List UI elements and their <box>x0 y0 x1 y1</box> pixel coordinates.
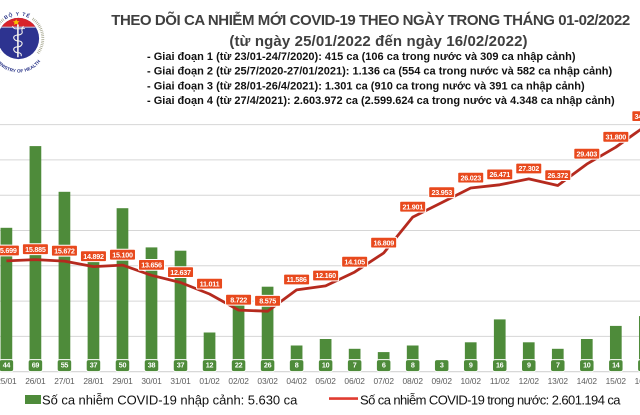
svg-text:44: 44 <box>3 360 11 369</box>
svg-text:15.672: 15.672 <box>54 246 75 255</box>
svg-text:8: 8 <box>411 360 415 369</box>
svg-text:16.809: 16.809 <box>373 238 394 247</box>
svg-text:25/01: 25/01 <box>0 376 17 386</box>
svg-text:34.737: 34.737 <box>635 112 640 121</box>
svg-text:7: 7 <box>353 360 357 369</box>
svg-text:14.892: 14.892 <box>83 252 104 261</box>
svg-text:37: 37 <box>90 360 98 369</box>
svg-text:12.160: 12.160 <box>315 271 336 280</box>
svg-text:07/02: 07/02 <box>374 376 395 386</box>
svg-text:12: 12 <box>206 360 214 369</box>
svg-text:14: 14 <box>612 360 620 369</box>
svg-text:8: 8 <box>295 360 299 369</box>
svg-text:Số ca nhiễm COVID-19 nhập cảnh: Số ca nhiễm COVID-19 nhập cảnh: 5.630 ca <box>42 393 298 408</box>
svg-text:THEO DÕI CA NHIỄM MỚI COVID-19: THEO DÕI CA NHIỄM MỚI COVID-19 THEO NGÀY… <box>111 11 630 29</box>
svg-text:11.586: 11.586 <box>287 275 307 284</box>
svg-text:11.011: 11.011 <box>200 279 220 288</box>
svg-text:04/02: 04/02 <box>286 376 307 386</box>
svg-text:BỘ Y TẾ: BỘ Y TẾ <box>3 10 31 21</box>
svg-text:12.637: 12.637 <box>170 268 191 277</box>
svg-text:15.699: 15.699 <box>0 246 17 255</box>
svg-text:9: 9 <box>527 360 531 369</box>
svg-text:22: 22 <box>235 360 243 369</box>
svg-text:29/01: 29/01 <box>112 376 133 386</box>
svg-text:31.800: 31.800 <box>606 133 627 142</box>
svg-text:01/02: 01/02 <box>199 376 220 386</box>
svg-text:26/01: 26/01 <box>25 376 46 386</box>
svg-text:29.403: 29.403 <box>577 149 598 158</box>
svg-text:30/01: 30/01 <box>141 376 162 386</box>
svg-text:50: 50 <box>119 360 127 369</box>
svg-text:- Giai đoạn 3 (từ 28/01-26/4/2: - Giai đoạn 3 (từ 28/01-26/4/2021): 1.30… <box>147 80 585 92</box>
svg-text:6: 6 <box>382 360 386 369</box>
svg-text:08/02: 08/02 <box>403 376 424 386</box>
svg-text:12/02: 12/02 <box>519 376 540 386</box>
svg-text:03/02: 03/02 <box>257 376 278 386</box>
svg-text:14/02: 14/02 <box>577 376 598 386</box>
svg-text:37: 37 <box>177 360 185 369</box>
svg-text:26.471: 26.471 <box>489 170 510 179</box>
svg-text:8.722: 8.722 <box>230 295 247 304</box>
svg-text:- Giai đoạn 4 (từ 27/4/2021):: - Giai đoạn 4 (từ 27/4/2021): 2.603.972 … <box>147 95 615 107</box>
svg-text:Số ca nhiễm COVID-19 trong nướ: Số ca nhiễm COVID-19 trong nước: 2.601.1… <box>360 393 621 408</box>
svg-text:27.302: 27.302 <box>519 164 540 173</box>
svg-text:21.901: 21.901 <box>402 202 423 211</box>
svg-text:09/02: 09/02 <box>432 376 453 386</box>
svg-text:26.023: 26.023 <box>460 173 481 182</box>
svg-text:15/02: 15/02 <box>606 376 627 386</box>
svg-text:28/01: 28/01 <box>83 376 104 386</box>
svg-text:55: 55 <box>61 360 69 369</box>
svg-text:7: 7 <box>556 360 560 369</box>
svg-text:15.885: 15.885 <box>25 245 46 254</box>
svg-text:- Giai đoạn 2 (từ 25/7/2020-27: - Giai đoạn 2 (từ 25/7/2020-27/01/2021):… <box>147 66 613 78</box>
svg-text:9: 9 <box>469 360 473 369</box>
svg-text:26.372: 26.372 <box>548 171 569 180</box>
svg-text:15.100: 15.100 <box>112 250 133 259</box>
svg-text:10: 10 <box>583 360 591 369</box>
svg-text:26: 26 <box>264 360 272 369</box>
svg-text:- Giai đoạn 1 (từ 23/01-24/7/2: - Giai đoạn 1 (từ 23/01-24/7/2020): 415 … <box>147 51 576 63</box>
svg-text:27/01: 27/01 <box>54 376 75 386</box>
svg-text:16: 16 <box>496 360 504 369</box>
svg-text:13/02: 13/02 <box>548 376 569 386</box>
svg-text:8.575: 8.575 <box>259 297 276 306</box>
svg-text:02/02: 02/02 <box>228 376 249 386</box>
svg-text:16/02: 16/02 <box>635 376 640 386</box>
svg-text:11/02: 11/02 <box>490 376 510 386</box>
svg-text:38: 38 <box>148 360 156 369</box>
svg-text:14.105: 14.105 <box>344 257 365 266</box>
svg-text:10: 10 <box>322 360 330 369</box>
svg-text:69: 69 <box>32 360 40 369</box>
svg-text:(từ ngày 25/01/2022 đến ngày 1: (từ ngày 25/01/2022 đến ngày 16/02/2022) <box>229 33 527 50</box>
svg-text:31/01: 31/01 <box>170 376 191 386</box>
svg-text:06/02: 06/02 <box>344 376 365 386</box>
svg-text:3: 3 <box>440 360 444 369</box>
svg-text:05/02: 05/02 <box>315 376 336 386</box>
svg-text:10/02: 10/02 <box>461 376 482 386</box>
svg-text:23.953: 23.953 <box>431 188 452 197</box>
svg-text:13.656: 13.656 <box>141 261 162 270</box>
